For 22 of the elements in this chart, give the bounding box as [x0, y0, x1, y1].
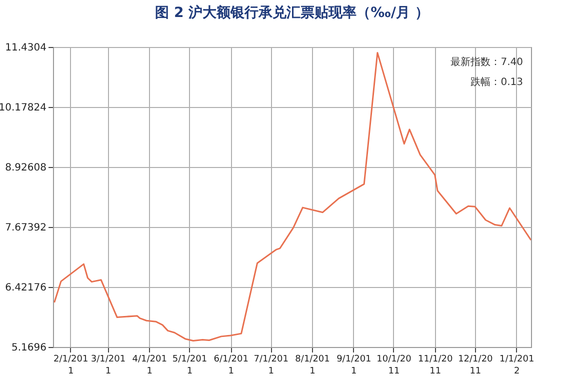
x-tick-label: 5/1/2011: [172, 354, 208, 376]
annotation: 跌幅：0.13: [470, 76, 523, 88]
x-tick-label: 10/1/2011: [376, 354, 412, 376]
y-tick-label: 8.92608: [5, 162, 46, 174]
y-tick-label: 5.1696: [12, 342, 46, 354]
annotation: 最新指数：7.40: [450, 56, 523, 68]
x-tick-label: 8/1/2011: [295, 354, 330, 376]
x-tick-label: 2/1/2011: [54, 354, 88, 376]
x-tick-label: 6/1/2011: [214, 354, 248, 376]
x-tick-label: 11/1/2011: [418, 354, 453, 376]
x-tick-label: 7/1/2011: [254, 354, 288, 376]
x-tick-label: 1/1/2012: [499, 354, 534, 376]
x-tick-label: 4/1/2011: [132, 354, 167, 376]
y-tick-label: 6.42176: [5, 282, 46, 294]
chart-title: 图 2 沪大额银行承兑汇票贴现率（‰/月 ）: [155, 4, 429, 21]
x-tick-label: 3/1/2011: [90, 354, 126, 376]
x-tick-label: 12/1/2011: [458, 354, 494, 376]
y-tick-label: 10.17824: [0, 102, 46, 114]
x-tick-label: 9/1/2011: [336, 354, 372, 376]
y-tick-label: 11.4304: [5, 42, 46, 54]
line-series: [54, 52, 531, 342]
y-tick-label: 7.67392: [5, 222, 46, 234]
